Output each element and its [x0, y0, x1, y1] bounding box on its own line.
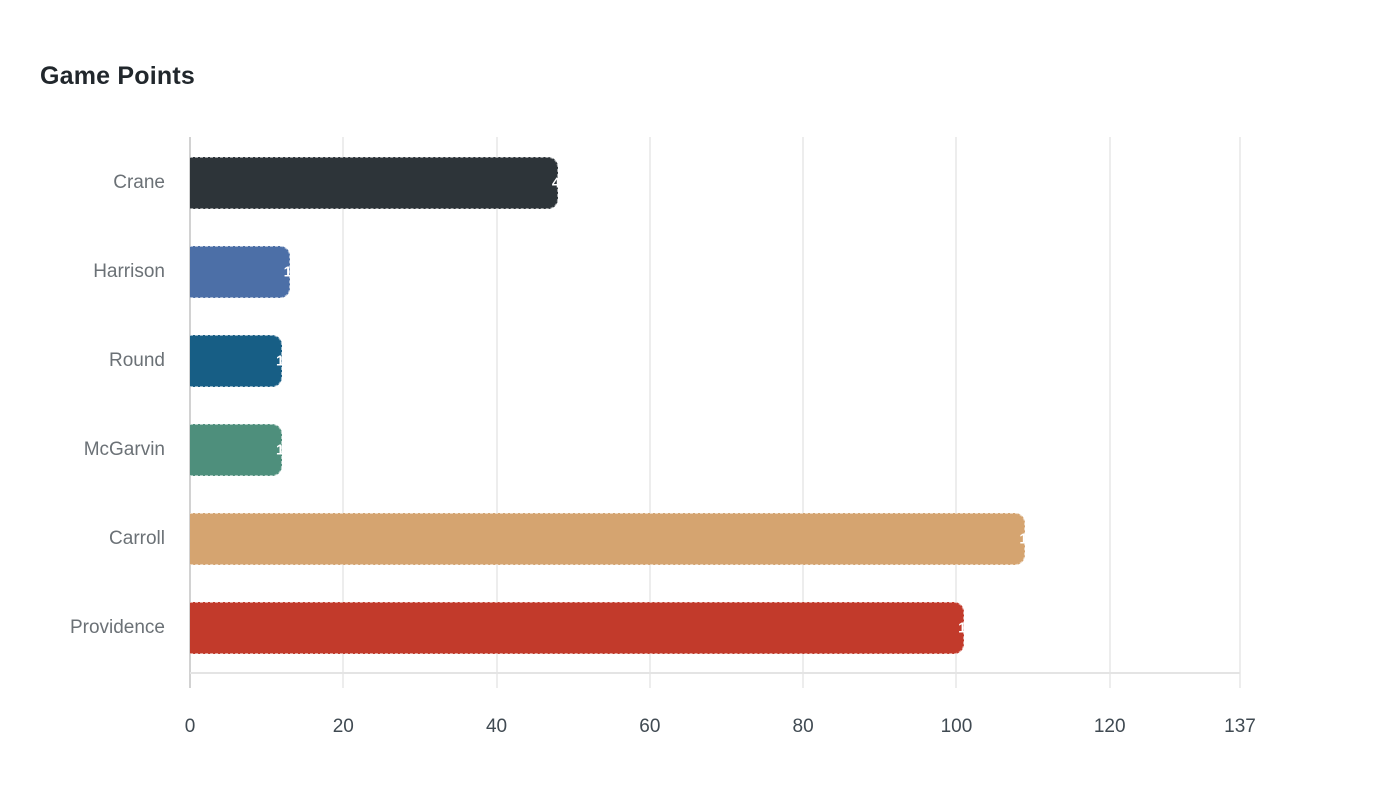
bar-value-label: 12: [275, 441, 293, 459]
category-label-carroll: Carroll: [109, 528, 165, 549]
x-tick-label-40: 40: [485, 716, 508, 737]
gridline-x-80: [802, 137, 805, 688]
x-tick-label-60: 60: [639, 716, 661, 737]
category-label-mcgarvin: McGarvin: [83, 439, 165, 460]
x-tick-label-137: 137: [1224, 716, 1256, 737]
bar-mcgarvin: 12: [190, 424, 293, 476]
gridline-x-40: [495, 137, 498, 688]
plot-area: 48 13 12 12 109 101 0 20 40 60 80 100 120 137 Crane Ha…: [70, 137, 1256, 737]
category-label-crane: Crane: [113, 172, 165, 193]
x-tick-label-0: 0: [184, 716, 196, 737]
bar-harrison: 13: [190, 246, 300, 298]
x-tick-label-20: 20: [332, 716, 354, 737]
gridline-x-137: [1239, 137, 1241, 688]
category-label-harrison: Harrison: [93, 261, 165, 282]
bar-value-label: 12: [275, 352, 293, 370]
bar-value-label: 48: [551, 174, 569, 192]
x-tick-label-100: 100: [940, 716, 973, 737]
bar-round: 12: [190, 335, 293, 387]
category-label-providence: Providence: [69, 617, 165, 638]
gridline-x-60: [648, 137, 651, 688]
chart-title: Game Points: [40, 62, 196, 90]
bar-value-label: 101: [958, 619, 984, 637]
gridline-x-0: [189, 137, 191, 688]
category-label-round: Round: [109, 350, 165, 371]
bar-value-label: 109: [1019, 530, 1045, 548]
gridline-x-100: [955, 137, 958, 688]
x-tick-label-80: 80: [792, 716, 814, 737]
bar-crane: 48: [190, 157, 569, 209]
bar-carroll: 109: [190, 513, 1044, 565]
x-axis-line: [190, 672, 1240, 674]
gridline-x-120: [1108, 137, 1111, 688]
bar-providence: 101: [190, 602, 983, 654]
x-tick-label-120: 120: [1093, 716, 1126, 737]
bar-value-label: 13: [283, 263, 301, 281]
gridline-x-20: [342, 137, 345, 688]
